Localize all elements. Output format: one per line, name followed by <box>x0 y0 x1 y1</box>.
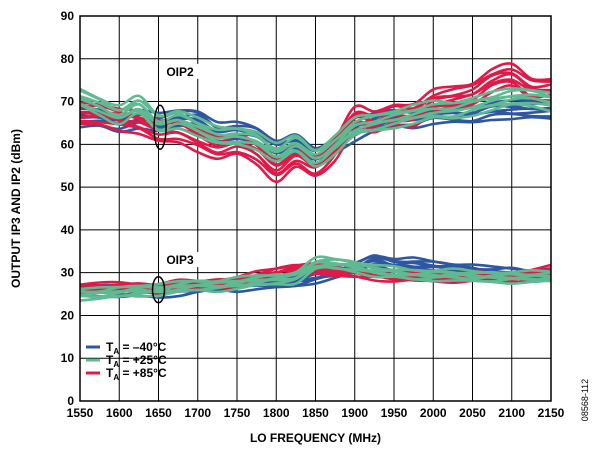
x-tick-label: 1800 <box>263 406 290 420</box>
legend-entry: TA = +85°C <box>106 366 167 382</box>
y-tick-label: 60 <box>61 137 75 151</box>
annotation-label: OIP3 <box>166 253 194 267</box>
y-tick-label: 0 <box>67 394 74 408</box>
series-line <box>80 94 551 160</box>
y-tick-label: 50 <box>61 180 75 194</box>
x-tick-label: 1750 <box>224 406 251 420</box>
figure-id: 08568-112 <box>580 379 590 421</box>
x-tick-label: 2050 <box>459 406 486 420</box>
series-line <box>80 87 551 152</box>
annotation-bg <box>164 252 205 268</box>
y-tick-label: 10 <box>61 351 75 365</box>
series-line <box>80 258 551 294</box>
annotation-label: OIP2 <box>166 65 194 79</box>
x-tick-label: 1950 <box>381 406 408 420</box>
annotation-bg <box>164 63 205 79</box>
x-tick-label: 2100 <box>498 406 525 420</box>
y-tick-labels: 0 10 20 30 40 50 60 70 80 90 <box>61 9 75 408</box>
y-tick-label: 40 <box>61 223 75 237</box>
x-tick-label: 1900 <box>341 406 368 420</box>
y-tick-label: 80 <box>61 52 75 66</box>
series-line <box>80 263 551 299</box>
legend-entry: TA = +25°C <box>106 353 167 369</box>
annotations: OIP2 OIP3 <box>151 63 205 304</box>
data-curves <box>80 62 551 302</box>
y-tick-label: 30 <box>61 266 75 280</box>
series-oip2-p25 <box>80 87 551 168</box>
y-tick-label: 70 <box>61 95 75 109</box>
legend: TA = –40°CTA = +25°CTA = +85°C <box>86 340 167 382</box>
series-oip3-p25 <box>80 255 551 302</box>
plot-frame <box>79 15 552 402</box>
x-tick-label: 2150 <box>538 406 565 420</box>
series-line <box>80 255 551 291</box>
series-line <box>80 101 551 165</box>
legend-entry: TA = –40°C <box>106 340 167 356</box>
x-axis-label: LO FREQUENCY (MHz) <box>250 431 381 445</box>
x-tick-label: 1850 <box>302 406 329 420</box>
x-tick-label: 1550 <box>67 406 94 420</box>
annotation-ellipse <box>153 104 167 150</box>
x-tick-labels: 1550 1600 1650 1700 1750 1800 1850 1900 1950 2000… <box>67 406 565 420</box>
y-tick-label: 20 <box>61 308 75 322</box>
y-axis-label: OUTPUT IP3 AND IP2 (dBm) <box>9 129 23 288</box>
x-tick-label: 1650 <box>145 406 172 420</box>
x-tick-label: 1600 <box>106 406 133 420</box>
annotation-ellipse <box>151 276 166 304</box>
y-tick-label: 90 <box>61 9 75 23</box>
series-line <box>80 84 551 184</box>
x-tick-label: 1700 <box>184 406 211 420</box>
x-tick-label: 2000 <box>420 406 447 420</box>
